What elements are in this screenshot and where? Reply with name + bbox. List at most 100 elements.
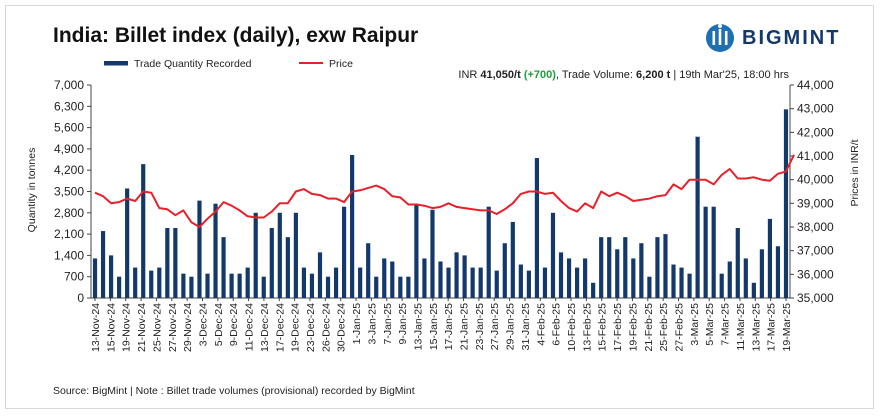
x-tick-label: 4-Feb-25 bbox=[535, 303, 547, 346]
bar bbox=[117, 276, 122, 298]
y-left-title: Quantity in tonnes bbox=[26, 148, 38, 233]
bar bbox=[655, 237, 660, 298]
bar bbox=[430, 209, 435, 298]
x-tick-label: 27-Nov-24 bbox=[167, 303, 179, 352]
bar bbox=[149, 270, 154, 298]
legend-bar-swatch bbox=[104, 61, 128, 66]
bar bbox=[141, 164, 146, 298]
bar bbox=[767, 218, 773, 298]
bar bbox=[325, 276, 331, 298]
bar bbox=[494, 270, 499, 298]
bar bbox=[639, 243, 644, 298]
bar bbox=[309, 273, 315, 298]
y-left-tick-label: 0 bbox=[77, 291, 84, 305]
y-right-title: Prices in INR/t bbox=[849, 139, 861, 206]
x-tick-label: 17-Dec-24 bbox=[274, 303, 286, 352]
bar bbox=[518, 264, 523, 298]
bar bbox=[711, 206, 716, 298]
bar bbox=[631, 258, 636, 298]
x-tick-label: 27-Feb-25 bbox=[674, 303, 686, 352]
bar bbox=[157, 267, 162, 298]
bar bbox=[438, 261, 443, 298]
legend-bar-label: Trade Quantity Recorded bbox=[134, 58, 252, 70]
x-tick-label: 7-Mar-25 bbox=[720, 303, 732, 346]
bar bbox=[350, 154, 355, 298]
x-tick-label: 26-Dec-24 bbox=[320, 303, 332, 352]
x-tick-label: 21-Feb-25 bbox=[643, 303, 655, 352]
bar bbox=[703, 206, 708, 298]
bar bbox=[727, 261, 732, 298]
bar bbox=[237, 273, 242, 298]
bar bbox=[374, 276, 379, 298]
x-tick-label: 13-Dec-24 bbox=[259, 303, 271, 352]
bar bbox=[735, 228, 740, 298]
x-tick-label: 13-Jan-25 bbox=[413, 303, 425, 350]
x-tick-label: 11-Dec-24 bbox=[244, 303, 256, 351]
bar bbox=[751, 282, 756, 298]
bar bbox=[663, 234, 668, 298]
y-right-tick-label: 38,000 bbox=[797, 220, 834, 234]
x-tick-label: 19-Mar-25 bbox=[781, 303, 793, 352]
source-note: Source: BigMint | Note : Billet trade vo… bbox=[53, 385, 415, 397]
bar bbox=[502, 243, 507, 298]
bar bbox=[301, 267, 307, 298]
y-right-tick-label: 39,000 bbox=[797, 196, 834, 210]
x-tick-label: 13-Nov-24 bbox=[90, 303, 102, 352]
bar bbox=[486, 206, 491, 298]
bar bbox=[165, 228, 170, 298]
x-tick-label: 5-Mar-25 bbox=[704, 303, 716, 346]
y-left-tick-label: 6,300 bbox=[54, 99, 84, 113]
x-tick-label: 17-Feb-25 bbox=[612, 303, 624, 352]
bar bbox=[92, 258, 98, 298]
y-right-tick-label: 42,000 bbox=[797, 125, 834, 139]
plot-area: 0 700 1,400 2,100 2,800 3,500 4,200 4,900 5,600 6… bbox=[54, 78, 834, 352]
price-info-prefix: INR bbox=[458, 69, 480, 81]
price-info-volume-label: , Trade Volume: bbox=[556, 69, 636, 81]
bar bbox=[574, 267, 580, 298]
x-tick-label: 19-Nov-24 bbox=[121, 303, 133, 352]
bar bbox=[591, 282, 596, 298]
x-tick-label: 21-Nov-24 bbox=[136, 303, 148, 352]
x-tick-label: 6-Feb-25 bbox=[551, 303, 563, 346]
bar bbox=[108, 255, 114, 298]
y-right-tick-label: 43,000 bbox=[797, 102, 834, 116]
bar bbox=[406, 276, 411, 298]
y-left-tick-label: 2,800 bbox=[54, 206, 84, 220]
bar bbox=[245, 267, 250, 298]
x-tick-label: 25-Nov-24 bbox=[151, 303, 163, 352]
bar bbox=[510, 221, 515, 298]
x-tick-label: 9-Jan-25 bbox=[397, 303, 409, 345]
price-info-timestamp: | 19th Mar'25, 18:00 hrs bbox=[670, 69, 789, 81]
x-tick-label: 3-Jan-25 bbox=[366, 303, 378, 345]
bar bbox=[558, 252, 564, 298]
bar bbox=[719, 273, 724, 298]
bar bbox=[173, 228, 178, 298]
x-tick-label: 13-Mar-25 bbox=[750, 303, 762, 352]
bar bbox=[269, 228, 274, 298]
y-left-tick-label: 7,000 bbox=[54, 78, 84, 92]
x-tick-label: 3-Mar-25 bbox=[689, 303, 701, 346]
x-tick-label: 15-Jan-25 bbox=[428, 303, 440, 350]
bar bbox=[422, 258, 427, 298]
x-tick-label: 31-Jan-25 bbox=[520, 303, 532, 350]
bar bbox=[221, 237, 226, 298]
bar bbox=[317, 252, 323, 298]
bar bbox=[566, 258, 572, 298]
y-left-tick-label: 2,100 bbox=[54, 227, 84, 241]
bar bbox=[526, 270, 531, 298]
bar bbox=[478, 267, 483, 298]
bar bbox=[462, 255, 467, 298]
bar bbox=[446, 267, 451, 298]
price-info-volume: 6,200 t bbox=[636, 69, 671, 81]
x-tick-label: 9-Dec-24 bbox=[228, 303, 240, 346]
x-tick-label: 7-Jan-25 bbox=[382, 303, 394, 345]
bar bbox=[398, 276, 403, 298]
bar bbox=[743, 258, 748, 298]
x-tick-label: 29-Nov-24 bbox=[182, 303, 194, 352]
chart-card: India: Billet index (daily), exw Raipur … bbox=[5, 5, 874, 409]
bar bbox=[607, 237, 612, 298]
y-left-tick-label: 4,900 bbox=[54, 142, 84, 156]
bar bbox=[623, 237, 628, 298]
bar bbox=[189, 276, 194, 298]
brand-name: BIGMINT bbox=[742, 27, 841, 49]
